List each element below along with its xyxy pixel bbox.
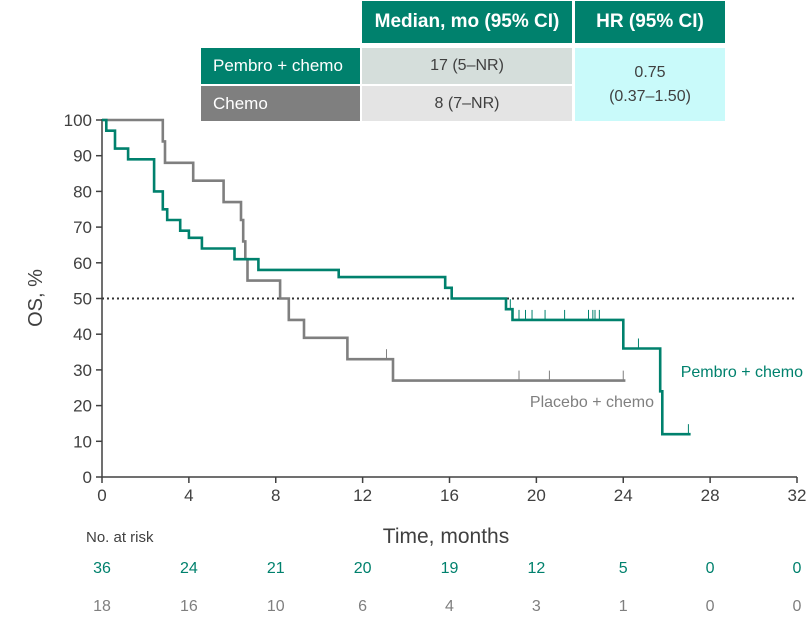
y-tick-label: 10 — [73, 432, 92, 451]
at-risk-chemo-value: 1 — [619, 598, 628, 615]
at-risk-chemo-value: 4 — [445, 598, 454, 615]
km-curve-pembro — [102, 118, 691, 436]
at-risk-chemo-value: 16 — [180, 598, 198, 615]
median-header: Median, mo (95% CI) — [362, 1, 572, 43]
at-risk-chemo-value: 3 — [532, 598, 541, 615]
pembro-row-label: Pembro + chemo — [201, 48, 360, 84]
y-tick-label: 30 — [73, 361, 92, 380]
x-axis-label: Time, months — [383, 525, 509, 548]
km-curve-chemo — [102, 118, 626, 382]
x-tick-label: 24 — [614, 486, 633, 505]
x-tick-label: 20 — [527, 486, 546, 505]
y-tick-label: 70 — [73, 218, 92, 237]
x-tick-label: 0 — [97, 486, 106, 505]
at-risk-chemo-value: 18 — [93, 598, 111, 615]
at-risk-chemo-value: 6 — [358, 598, 367, 615]
at-risk-pembro-value: 36 — [93, 560, 111, 577]
y-axis-label: OS, % — [25, 269, 47, 327]
x-tick-label: 16 — [440, 486, 459, 505]
pembro-series-label: Pembro + chemo — [681, 364, 803, 381]
at-risk-chemo-value: 0 — [706, 598, 715, 615]
x-tick-label: 12 — [353, 486, 372, 505]
hr-ci: (0.37–1.50) — [609, 87, 691, 105]
at-risk-chemo-value: 0 — [793, 598, 802, 615]
x-tick-label: 8 — [271, 486, 280, 505]
pembro-median-value: 17 (5–NR) — [362, 48, 572, 84]
at-risk-pembro-value: 21 — [267, 560, 285, 577]
at-risk-pembro-value: 20 — [354, 560, 372, 577]
y-tick-label: 60 — [73, 254, 92, 273]
y-tick-label: 20 — [73, 397, 92, 416]
chemo-series-label: Placebo + chemo — [530, 394, 654, 411]
at-risk-pembro-value: 19 — [441, 560, 459, 577]
hr-value: 0.75 — [634, 63, 666, 81]
at-risk-label: No. at risk — [86, 529, 154, 546]
y-tick-label: 40 — [73, 325, 92, 344]
at-risk-pembro-value: 12 — [527, 560, 545, 577]
chemo-row-label: Chemo — [201, 86, 360, 121]
at-risk-pembro-value: 5 — [619, 560, 628, 577]
at-risk-chemo-value: 10 — [267, 598, 285, 615]
series — [102, 118, 691, 436]
y-tick-label: 100 — [64, 111, 92, 130]
y-tick-label: 90 — [73, 147, 92, 166]
axes: 0 10 20 30 40 50 60 70 80 90 100 0 4 8 12 16 20 24 28 32 — [64, 111, 807, 505]
x-tick-label: 32 — [788, 486, 807, 505]
at-risk-pembro-value: 24 — [180, 560, 198, 577]
at-risk-pembro-value: 0 — [793, 560, 802, 577]
y-tick-label: 0 — [83, 468, 92, 487]
x-tick-label: 4 — [184, 486, 193, 505]
x-tick-label: 28 — [701, 486, 720, 505]
hr-value-cell: 0.75 (0.37–1.50) — [575, 48, 725, 121]
hr-header: HR (95% CI) — [575, 1, 725, 43]
at-risk-pembro-value: 0 — [706, 560, 715, 577]
y-tick-label: 50 — [73, 290, 92, 309]
chemo-median-value: 8 (7–NR) — [362, 86, 572, 121]
y-tick-label: 80 — [73, 182, 92, 201]
